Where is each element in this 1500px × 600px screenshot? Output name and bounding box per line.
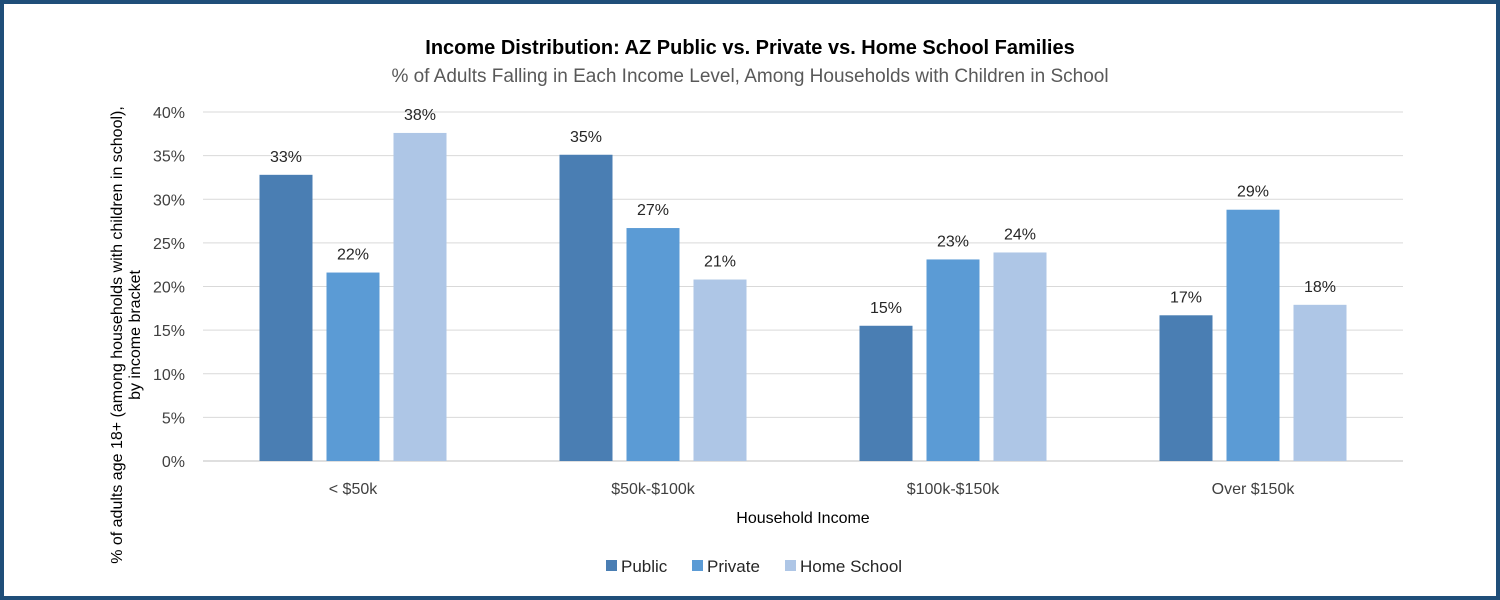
x-axis-title: Household Income (736, 510, 870, 527)
legend: Public Private Home School (606, 557, 902, 576)
bar-public (259, 174, 313, 461)
data-label: 23% (937, 233, 969, 250)
bar-home-school (693, 279, 747, 461)
data-label: 17% (1170, 289, 1202, 306)
x-axis-ticks: < $50k $50k-$100k $100k-$150k Over $150k (329, 481, 1296, 498)
bar-private (626, 228, 680, 461)
y-tick-label: 0% (162, 454, 185, 471)
data-label: 29% (1237, 184, 1269, 201)
bar-public (859, 325, 913, 461)
legend-swatch-public (606, 560, 617, 571)
y-tick-label: 40% (153, 105, 185, 122)
bars: 33% 22% 38% 35% 27% 21% 15% 23% 24% 17% 29% 18% (259, 107, 1347, 461)
gridlines (203, 111, 1403, 462)
y-axis-title-line-1: % of adults age 18+ (among households wi… (109, 106, 126, 564)
data-label: 22% (337, 247, 369, 264)
bar-home-school (393, 132, 447, 461)
data-label: 38% (404, 107, 436, 124)
y-tick-label: 20% (153, 280, 185, 297)
y-tick-label: 25% (153, 236, 185, 253)
x-tick-label: Over $150k (1212, 481, 1296, 498)
data-label: 27% (637, 202, 669, 219)
chart-subtitle: % of Adults Falling in Each Income Level… (391, 66, 1108, 87)
y-tick-label: 5% (162, 410, 185, 427)
x-tick-label: $100k-$150k (907, 481, 1001, 498)
y-tick-label: 30% (153, 192, 185, 209)
x-tick-label: $50k-$100k (611, 481, 696, 498)
bar-private (326, 272, 380, 461)
legend-label: Public (621, 557, 668, 576)
data-label: 33% (270, 149, 302, 166)
bar-public (559, 154, 613, 461)
data-label: 24% (1004, 226, 1036, 243)
y-tick-label: 35% (153, 149, 185, 166)
bar-public (1159, 315, 1213, 461)
legend-label: Private (707, 557, 760, 576)
bar-private (926, 259, 980, 461)
x-tick-label: < $50k (329, 481, 378, 498)
bar-home-school (1293, 304, 1347, 461)
bar-home-school (993, 252, 1047, 461)
data-label: 18% (1304, 279, 1336, 296)
y-axis-ticks: 0% 5% 10% 15% 20% 25% 30% 35% 40% (153, 105, 185, 471)
legend-swatch-home-school (785, 560, 796, 571)
y-tick-label: 10% (153, 367, 185, 384)
legend-label: Home School (800, 557, 902, 576)
y-axis-title-line-2: by income bracket (127, 270, 144, 400)
chart-title: Income Distribution: AZ Public vs. Priva… (425, 37, 1074, 59)
data-label: 15% (870, 300, 902, 317)
data-label: 35% (570, 129, 602, 146)
legend-swatch-private (692, 560, 703, 571)
bar-private (1226, 209, 1280, 461)
y-tick-label: 15% (153, 323, 185, 340)
data-label: 21% (704, 254, 736, 271)
